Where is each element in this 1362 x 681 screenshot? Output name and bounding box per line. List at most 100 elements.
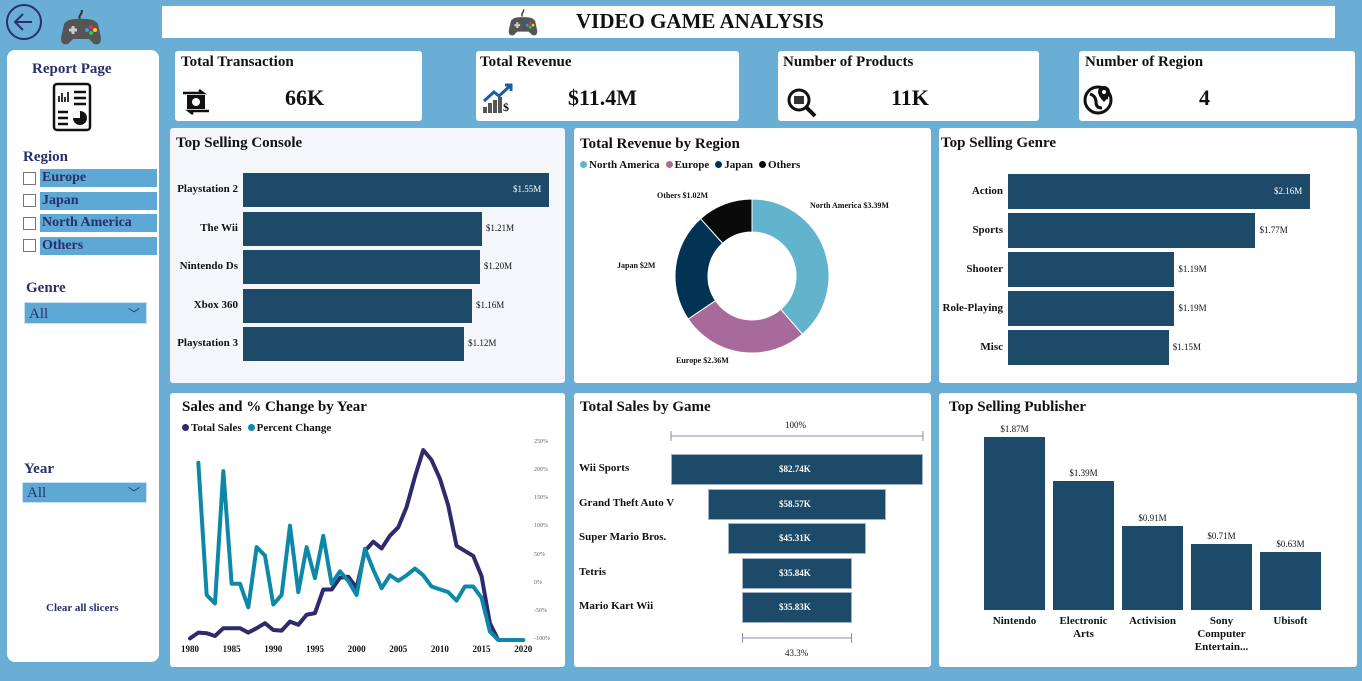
legend-item[interactable]: Total Sales [182,422,242,434]
x-tick-label: 2000 [347,644,366,654]
chart-title: Top Selling Console [176,135,303,151]
funnel-value-label: $35.83K [779,602,811,612]
legend-item[interactable]: Europe [665,159,709,171]
svg-text:$: $ [503,100,509,114]
region-option[interactable]: Japan [23,191,157,210]
y2-tick-label: 250% [534,439,548,445]
column-value-label: $0.71M [1207,531,1236,542]
bar-value-label: $1.21M [485,222,515,233]
chart-legend: Total Sales Percent Change [182,422,331,434]
bar-value-label: $1.55M [513,184,542,194]
checkbox[interactable] [23,216,36,230]
kpi-title: Number of Region [1085,54,1204,70]
region-slicer-title: Region [23,149,68,165]
legend-dot [665,161,673,168]
revenue-by-region-chart: Total Revenue by Region North America Eur… [574,128,931,383]
kpi-value: 4 [1199,85,1210,110]
header-bar: VIDEO GAME ANALYSIS [162,6,1335,38]
slice-label: Others $1.02M [657,191,709,200]
bar-category-label: Playstation 3 [177,337,238,349]
chevron-down-icon: ﹀ [127,486,140,500]
legend-label: Total Sales [191,422,242,434]
funnel-value-label: $35.84K [779,567,811,578]
funnel-category-label: Wii Sports [579,462,630,474]
x-tick-label: 1990 [264,644,283,654]
bottom-annotation: 43.3% [785,648,809,658]
column-category-label: Activision [1128,615,1177,627]
x-tick-label: 2010 [430,644,449,654]
bar-category-label: Nintendo Ds [179,260,238,272]
column-value-label: $0.91M [1138,512,1167,523]
checkbox[interactable] [23,194,36,207]
bar [243,327,465,361]
exchange-icon [183,89,209,115]
region-option[interactable]: North America [23,214,157,232]
region-option[interactable]: Europe [23,169,157,187]
chart-title: Total Revenue by Region [580,136,740,152]
bar-value-label: $1.77M [1259,224,1288,235]
funnel-bar [671,454,923,485]
back-button[interactable] [6,4,42,40]
y2-tick-label: 100% [534,523,548,530]
funnel-value-label: $82.74K [779,464,811,474]
gamepad-icon [508,9,538,36]
legend-dot [182,424,189,431]
gamepad-icon [61,9,101,45]
column-category-label: Nintendo [992,615,1037,627]
year-dropdown[interactable]: All ﹀ [22,482,147,503]
slice-label: Japan $2M [617,261,656,270]
bar-category-label: Misc [980,340,1003,353]
region-option-label: Japan [40,191,157,210]
column-category-label: Ubisoft [1273,615,1308,627]
bar-category-label: The Wii [200,221,238,234]
kpi-total-revenue: Total Revenue $ $11.4M [476,51,739,121]
chevron-down-icon: ﹀ [127,307,140,321]
sidebar: Report Page Region Genre All ﹀ Year All ﹀ … [7,50,159,662]
region-option[interactable]: Others [23,236,157,255]
funnel-category-label: Grand Theft Auto V [579,496,675,509]
funnel-category-label: Tetris [579,565,607,578]
funnel-bar [707,488,887,520]
chart-title: Sales and % Change by Year [182,399,367,415]
y2-tick-label: -100% [534,636,550,642]
bar-category-label: Action [971,184,1003,197]
legend-item[interactable]: Percent Change [247,422,332,434]
column-bar [1053,481,1114,610]
funnel-bar [742,592,852,623]
top-bracket [670,431,924,441]
bar [1008,291,1175,326]
y2-tick-label: 200% [534,467,548,474]
chart-title: Top Selling Genre [941,135,1057,151]
product-search-icon [787,88,817,118]
clear-slicers-button[interactable]: Clear all slicers [46,602,119,614]
top-selling-genre-chart: Top Selling Genre Action $2.16M Sports $1.7… [939,128,1357,383]
legend-dot [580,161,587,168]
genre-value: All [29,306,49,322]
checkbox[interactable] [23,239,36,252]
genre-dropdown[interactable]: All ﹀ [24,302,147,324]
kpi-value: 11K [891,85,929,110]
donut-slice [751,198,830,335]
total-sales-line [188,448,526,642]
column-bar [1260,551,1321,610]
donut-chart [674,198,830,354]
y2-tick-label: -50% [534,607,547,614]
chart-legend: North America Europe Japan Others [580,159,800,171]
legend-item[interactable]: Others [758,159,800,171]
kpi-value: 66K [285,85,325,110]
legend-item[interactable]: Japan [715,159,753,171]
legend-label: Percent Change [256,422,332,434]
funnel-value-label: $58.57K [779,498,811,509]
bar-value-label: $1.15M [1172,341,1202,352]
x-tick-label: 1980 [181,644,199,654]
report-page-icon[interactable] [52,82,92,132]
legend-dot [758,161,766,168]
x-tick-label: 2020 [514,644,533,654]
checkbox[interactable] [23,171,36,185]
y2-tick-label: 150% [534,495,548,502]
legend-label: Japan [724,159,753,171]
funnel-bar [728,523,866,554]
funnel-brackets [670,431,924,643]
legend-item[interactable]: North America [580,159,660,171]
column-value-label: $1.87M [1000,424,1029,434]
